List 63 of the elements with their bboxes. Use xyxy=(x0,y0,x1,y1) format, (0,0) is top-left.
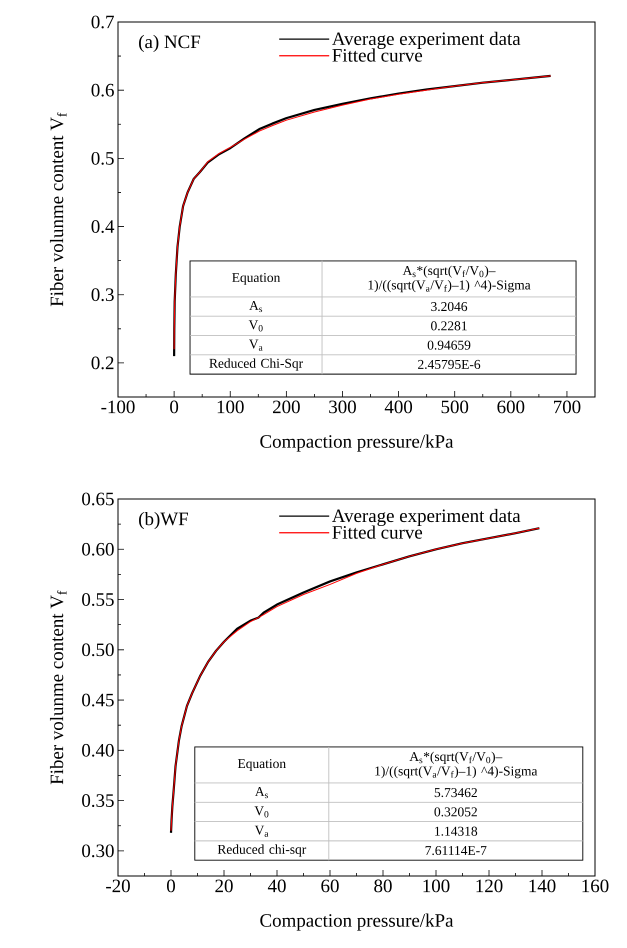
x-tick-label: 700 xyxy=(554,400,580,414)
y-tick-label: 0.7 xyxy=(92,16,114,28)
y-tick-label: 0.30 xyxy=(82,844,114,858)
text: A$_{s}$*(sqrt(V$_{f}$/V$_{0}$)–1)/((sqrt(V$_{a}$/V$_{f}$)–1) ^4)-Sigma xyxy=(368,266,530,292)
y-tick-label: 0.3 xyxy=(92,288,114,302)
legend-label: Average experiment data xyxy=(332,508,520,526)
x-tick-label: 0 xyxy=(170,400,178,414)
annotation: 0.2281 xyxy=(431,321,467,330)
y-tick-label: 0.65 xyxy=(82,492,114,506)
x-tick-label: -100 xyxy=(101,400,135,414)
annotation: 0.94659 xyxy=(428,340,470,350)
legend-label: Fitted curve xyxy=(332,48,422,62)
annotation: A$_{s}$ xyxy=(254,787,268,798)
annotation: V$_{a}$ xyxy=(254,826,268,837)
annotation: Equation xyxy=(238,759,286,771)
y-tick-label: 0.35 xyxy=(82,794,114,808)
x-tick-label: 80 xyxy=(374,880,392,892)
annotation: V$_{0}$ xyxy=(254,806,268,818)
x-tick-label: 100 xyxy=(218,400,244,414)
y-tick-label: 0.4 xyxy=(92,220,114,233)
annotation: A$_{s}$ xyxy=(249,301,262,312)
x-tick-label: 500 xyxy=(442,400,468,414)
x-axis-title: Compaction pressure/kPa xyxy=(260,434,454,452)
x-axis-title: Compaction pressure/kPa xyxy=(260,914,454,931)
annotation: 1.14318 xyxy=(435,826,478,836)
y-tick-label: 0.40 xyxy=(82,744,114,757)
y-tick-label: 0.5 xyxy=(92,152,114,165)
y-tick-label: 0.45 xyxy=(82,694,114,706)
x-tick-label: 0 xyxy=(166,880,176,892)
y-tick-label: 0.60 xyxy=(82,542,114,556)
legend-label: Fitted curve xyxy=(332,525,422,539)
annotation: 7.61114E-7 xyxy=(426,846,486,856)
text: A$_{s}$*(sqrt(V$_{f}$/V$_{0}$)–1)/((sqrt(V$_{a}$/V$_{f}$)–1) ^4)-Sigma xyxy=(375,752,538,778)
annotation: V$_{a}$ xyxy=(248,340,263,351)
x-tick-label: 120 xyxy=(476,880,502,892)
y-tick-label: 0.2 xyxy=(92,356,114,370)
annotation: Reduced chi-sqr xyxy=(218,844,306,857)
x-tick-label: 400 xyxy=(384,400,412,414)
x-tick-label: 160 xyxy=(582,880,608,892)
y-axis-title: Fiber volunme content V$_{f}$ xyxy=(50,590,66,784)
legend-label: Average experiment data xyxy=(332,32,520,50)
y-axis-title: Fiber volunme content V$_{f}$ xyxy=(50,112,66,306)
x-tick-label: -20 xyxy=(106,880,130,892)
x-tick-label: 100 xyxy=(423,880,450,892)
annotation: 5.73462 xyxy=(434,788,477,798)
y-tick-label: 0.6 xyxy=(92,84,114,97)
x-tick-label: 200 xyxy=(272,400,300,414)
x-tick-label: 60 xyxy=(321,880,339,892)
annotation: 3.2046 xyxy=(431,302,468,312)
annotation: 0.32052 xyxy=(434,807,477,816)
x-tick-label: 300 xyxy=(329,400,356,414)
annotation: V$_{0}$ xyxy=(248,320,263,332)
x-tick-label: 40 xyxy=(268,880,286,892)
x-tick-label: 20 xyxy=(215,880,233,892)
annotation: 2.45795E-6 xyxy=(418,360,480,370)
x-tick-label: 140 xyxy=(529,880,556,892)
text: (a) NCF xyxy=(139,34,200,52)
y-tick-label: 0.55 xyxy=(82,593,114,606)
annotation: Reduced Chi-Sqr xyxy=(209,358,303,371)
annotation: Equation xyxy=(232,273,280,285)
x-tick-label: 600 xyxy=(497,400,524,414)
text: (b)WF xyxy=(139,512,188,530)
y-tick-label: 0.50 xyxy=(82,643,114,656)
